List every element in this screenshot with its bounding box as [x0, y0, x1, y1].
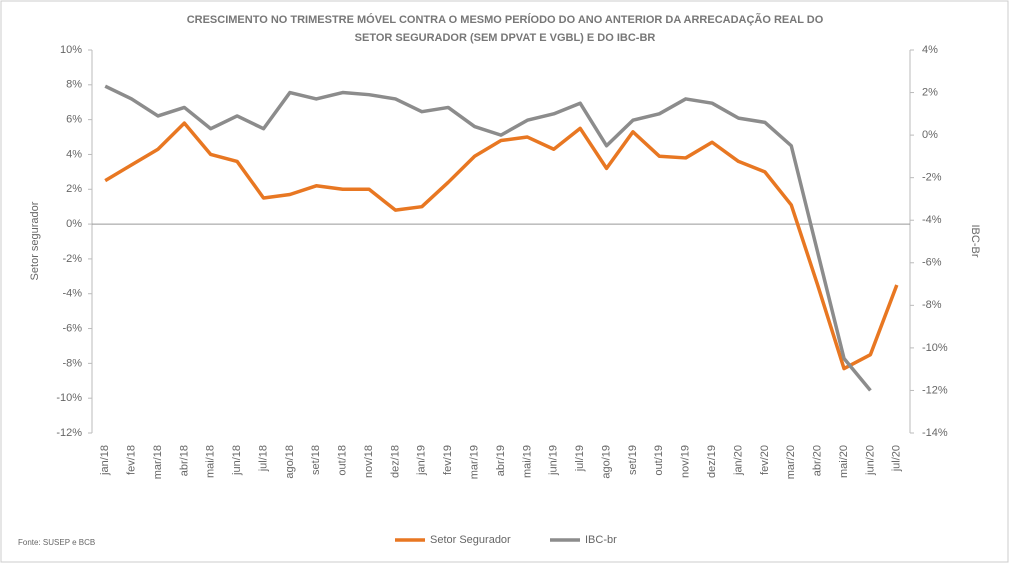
x-tick-label: abr/19 — [495, 445, 507, 476]
x-tick-label: jul/20 — [891, 445, 903, 472]
x-tick-label: abr/18 — [178, 445, 190, 476]
y-tick-label: -4% — [62, 288, 82, 300]
x-tick-label: mar/18 — [152, 445, 164, 479]
x-tick-label: dez/19 — [706, 445, 718, 478]
x-tick-label: mar/20 — [785, 445, 797, 479]
y-tick-label: -12% — [56, 427, 82, 439]
y2-tick-label: -12% — [922, 384, 948, 396]
y2-tick-label: -2% — [922, 172, 942, 184]
y2-tick-label: 0% — [922, 129, 938, 141]
series-line — [104, 121, 899, 371]
x-tick-label: out/19 — [653, 445, 665, 476]
y-tick-label: -6% — [62, 322, 82, 334]
x-tick-label: nov/19 — [680, 445, 692, 478]
x-tick-label: fev/19 — [442, 445, 454, 475]
chart-title: CRESCIMENTO NO TRIMESTRE MÓVEL CONTRA O … — [187, 13, 824, 26]
x-tick-label: fev/18 — [125, 445, 137, 475]
y2-tick-label: -14% — [922, 427, 948, 439]
x-tick-label: jan/18 — [99, 445, 111, 476]
y2-tick-label: 4% — [922, 44, 938, 56]
y2-tick-label: -6% — [922, 257, 942, 269]
source: Fonte: SUSEP e BCB — [18, 538, 95, 547]
chart-title: SETOR SEGURADOR (SEM DPVAT E VGBL) E DO … — [355, 32, 656, 44]
y-tick-label: 8% — [66, 79, 82, 91]
y2-tick-label: -10% — [922, 342, 948, 354]
x-tick-label: mar/19 — [469, 445, 481, 479]
x-tick-label: jun/19 — [548, 445, 560, 476]
x-tick-label: mai/20 — [838, 445, 850, 478]
x-tick-label: mai/19 — [521, 445, 533, 478]
x-tick-label: set/18 — [310, 445, 322, 475]
legend-label: IBC-br — [585, 534, 617, 546]
x-tick-label: jun/20 — [864, 445, 876, 476]
y2-tick-label: 2% — [922, 86, 938, 98]
x-tick-label: abr/20 — [812, 445, 824, 476]
y-tick-label: 6% — [66, 114, 82, 126]
x-tick-label: dez/18 — [389, 445, 401, 478]
x-tick-label: jan/20 — [732, 445, 744, 476]
x-tick-label: out/18 — [337, 445, 349, 476]
x-tick-label: jun/18 — [231, 445, 243, 476]
y-tick-label: 0% — [66, 218, 82, 230]
series-line — [104, 84, 872, 392]
y-tick-label: -10% — [56, 392, 82, 404]
y-tick-label: 4% — [66, 148, 82, 160]
x-tick-label: jul/19 — [574, 445, 586, 472]
x-tick-label: jul/18 — [257, 445, 269, 472]
x-tick-label: ago/18 — [284, 445, 296, 479]
y2-tick-label: -4% — [922, 214, 942, 226]
x-tick-label: set/19 — [627, 445, 639, 475]
y-tick-label: -8% — [62, 357, 82, 369]
x-tick-label: nov/18 — [363, 445, 375, 478]
x-tick-label: fev/20 — [759, 445, 771, 475]
y-tick-label: -2% — [62, 253, 82, 265]
y2-axis-title: IBC-Br — [969, 225, 981, 258]
y2-tick-label: -8% — [922, 299, 942, 311]
legend-label: Setor Segurador — [430, 534, 511, 546]
y-axis-title: Setor segurador — [29, 201, 41, 280]
x-tick-label: ago/19 — [600, 445, 612, 479]
y-tick-label: 2% — [66, 183, 82, 195]
y-tick-label: 10% — [60, 44, 82, 56]
x-tick-label: jan/19 — [416, 445, 428, 476]
x-tick-label: mai/18 — [205, 445, 217, 478]
